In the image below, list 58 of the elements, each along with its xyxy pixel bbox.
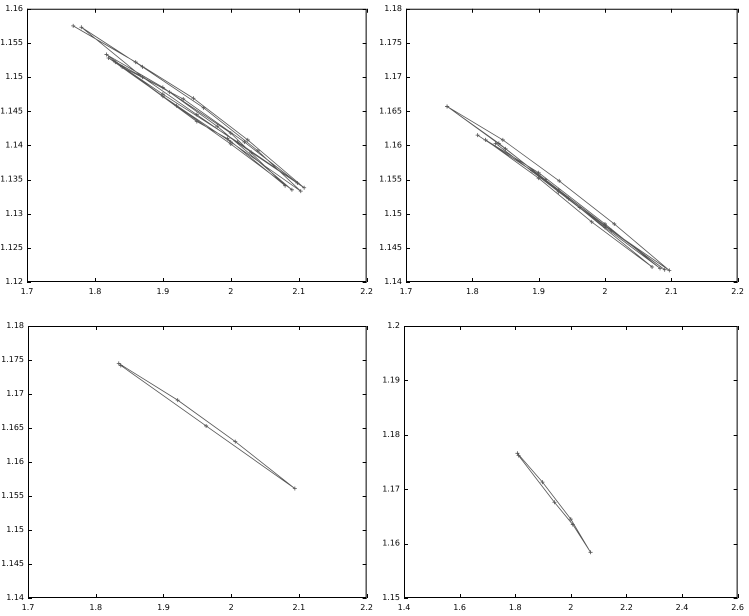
y-tick-label: 1.16 [382,538,400,548]
y-tick-label: 1.13 [5,208,23,218]
y-tick-label: 1.16 [384,140,402,150]
y-tick-label: 1.175 [379,38,402,48]
y-tick-label: 1.145 [1,559,24,568]
x-tick-label: 1.8 [466,286,479,296]
y-tick-label: 1.135 [0,174,23,184]
y-tick-label: 1.17 [6,389,24,398]
y-tick-label: 1.175 [1,355,24,364]
y-tick-label: 1.18 [384,4,402,13]
y-tick-label: 1.19 [382,375,400,384]
x-tick-label: 2 [228,602,234,612]
y-tick-label: 1.16 [6,457,24,466]
y-tick-label: 1.2 [387,321,400,330]
y-tick-label: 1.17 [382,484,400,494]
x-tick-label: 2.6 [731,602,744,612]
y-tick-label: 1.15 [384,208,402,218]
y-tick-label: 1.155 [1,491,24,500]
y-tick-label: 1.145 [0,106,23,116]
x-tick-label: 2 [228,286,234,296]
x-tick-label: 2.2 [731,286,744,296]
x-tick-label: 2.2 [360,602,374,612]
x-tick-label: 2.1 [292,286,306,296]
x-tick-label: 2 [602,286,608,296]
y-tick-label: 1.16 [5,4,23,13]
x-tick-label: 2.4 [676,602,688,612]
x-tick-label: 1.9 [157,602,170,612]
y-tick-label: 1.165 [379,106,402,116]
y-tick-label: 1.155 [0,38,23,48]
x-tick-label: 1.9 [156,286,170,296]
y-tick-label: 1.17 [384,72,402,82]
y-tick-label: 1.15 [382,593,400,602]
x-tick-label: 2 [568,602,574,612]
x-tick-label: 1.7 [22,602,34,612]
x-tick-label: 2.1 [664,286,678,296]
x-tick-label: 1.7 [20,286,34,296]
y-tick-label: 1.155 [379,174,402,184]
x-tick-label: 1.6 [453,602,466,612]
y-tick-label: 1.14 [5,140,23,150]
x-tick-label: 1.4 [398,602,410,612]
x-tick-label: 1.8 [88,286,102,296]
y-tick-label: 1.15 [6,525,24,534]
y-tick-label: 1.14 [384,277,402,286]
x-tick-label: 2.1 [292,602,306,612]
y-tick-label: 1.18 [382,430,400,439]
x-tick-label: 1.8 [508,602,522,612]
x-tick-label: 1.7 [400,286,412,296]
y-tick-label: 1.12 [5,277,23,286]
y-tick-label: 1.15 [5,72,23,82]
y-tick-label: 1.125 [0,242,23,252]
x-tick-label: 2.2 [620,602,633,612]
x-tick-label: 1.9 [532,286,546,296]
x-tick-label: 2.2 [360,286,374,296]
y-tick-label: 1.145 [379,242,402,252]
y-tick-label: 1.18 [6,321,24,330]
y-tick-label: 1.14 [6,593,24,602]
y-tick-label: 1.165 [1,423,24,432]
x-tick-label: 1.8 [89,602,102,612]
